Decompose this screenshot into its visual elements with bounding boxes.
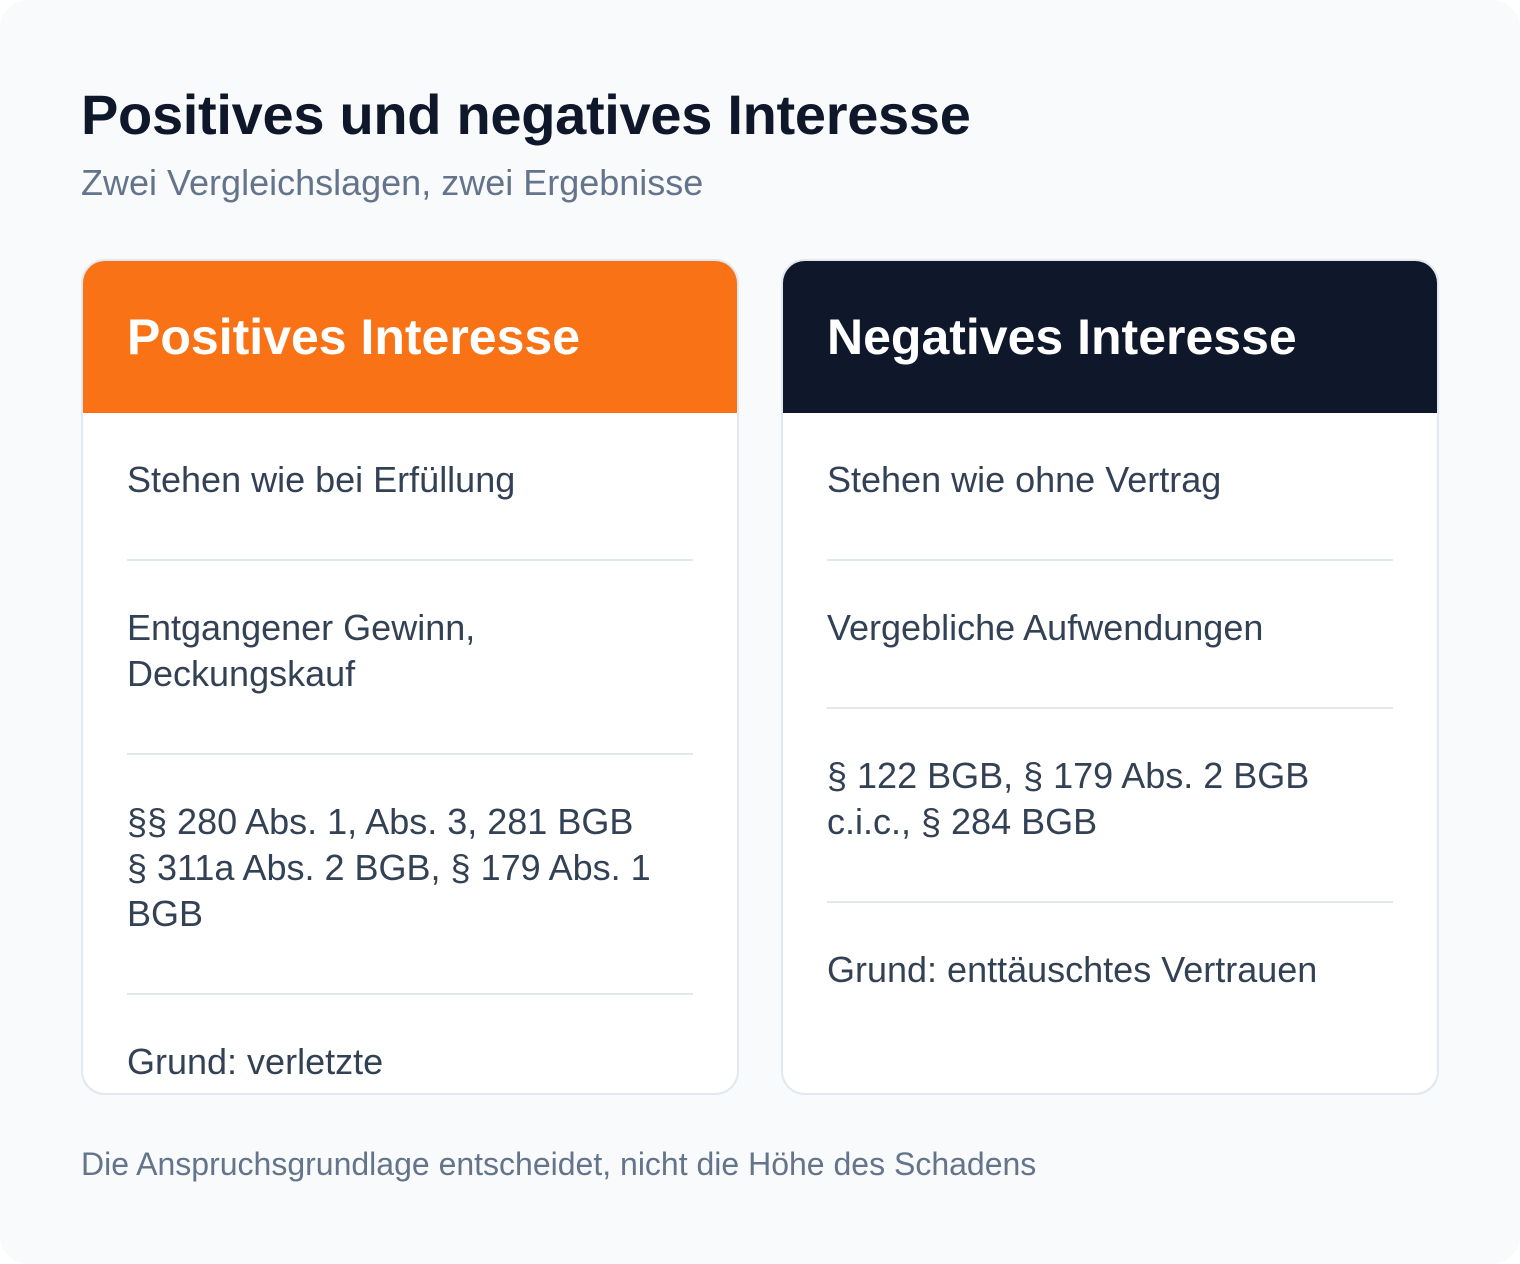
row-text: § 122 BGB, § 179 Abs. 2 BGB [827,755,1310,796]
row-text: Deckungskauf [127,653,356,694]
row-text: Grund: enttäuschtes Vertrauen [827,949,1318,990]
row-text: Vergebliche Aufwendungen [827,607,1264,648]
page-title: Positives und negatives Interesse [81,83,971,146]
card-title-negative: Negatives Interesse [827,309,1297,365]
row-text: §§ 280 Abs. 1, Abs. 3, 281 BGB [127,801,634,842]
card-row: Grund: verletzte Leistungspflicht [127,995,693,1093]
row-text: c.i.c., § 284 BGB [827,801,1098,842]
card-row: § 122 BGB, § 179 Abs. 2 BGB c.i.c., § 28… [827,709,1393,903]
card-negative-interest: Negatives Interesse Stehen wie ohne Vert… [781,259,1439,1095]
row-text: Stehen wie bei Erfüllung [127,459,516,500]
card-positive-interest: Positives Interesse Stehen wie bei Erfül… [81,259,739,1095]
card-row: Vergebliche Aufwendungen [827,561,1393,709]
card-row: Stehen wie ohne Vertrag [827,413,1393,561]
page-subtitle: Zwei Vergleichslagen, zwei Ergebnisse [81,162,704,203]
row-text: Grund: verletzte [127,1041,384,1082]
card-row: Stehen wie bei Erfüllung [127,413,693,561]
row-text: Leistungspflicht [127,1085,693,1093]
row-text: Stehen wie ohne Vertrag [827,459,1222,500]
card-header-negative: Negatives Interesse [783,261,1437,413]
card-row: Entgangener Gewinn, Deckungskauf [127,561,693,755]
card-header-positive: Positives Interesse [83,261,737,413]
card-row: Grund: enttäuschtes Vertrauen [827,903,1393,1049]
row-text: Entgangener Gewinn, [127,607,476,648]
card-title-positive: Positives Interesse [127,309,581,365]
card-rows-negative: Stehen wie ohne Vertrag Vergebliche Aufw… [783,413,1437,1049]
footer-note: Die Anspruchsgrundlage entscheidet, nich… [81,1146,1037,1182]
row-text: § 311a Abs. 2 BGB, § 179 Abs. 1 [127,847,651,888]
card-rows-positive: Stehen wie bei Erfüllung Entgangener Gew… [83,413,737,1093]
row-text: BGB [127,893,204,934]
card-row: §§ 280 Abs. 1, Abs. 3, 281 BGB § 311a Ab… [127,755,693,995]
